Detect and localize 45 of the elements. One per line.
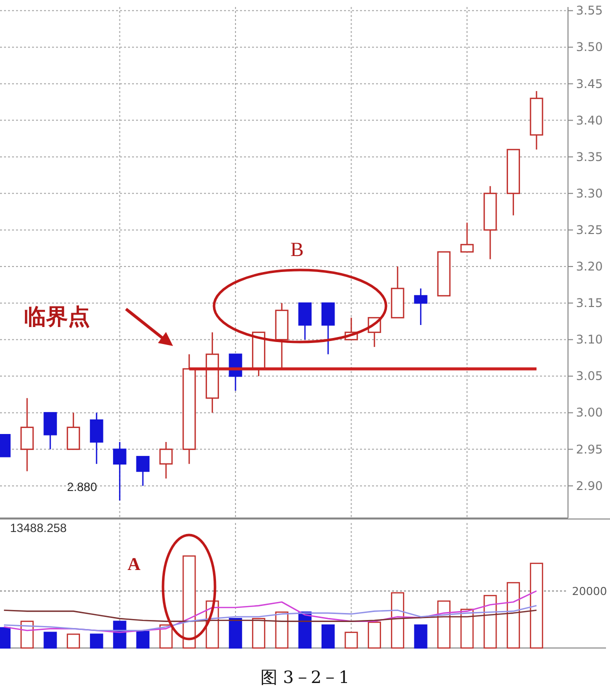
candlestick bbox=[20, 397, 34, 472]
candlestick bbox=[206, 332, 219, 414]
y-tick-label: 3.20 bbox=[576, 260, 603, 274]
caption: 图 3－2－1 bbox=[260, 668, 350, 688]
y-tick-label: 3.00 bbox=[576, 406, 603, 420]
y-tick-label: 3.10 bbox=[576, 332, 603, 347]
y-tick-label: 3.45 bbox=[576, 76, 603, 91]
text: 13488.258 bbox=[10, 521, 68, 535]
bar bbox=[66, 634, 80, 649]
candlestick bbox=[182, 354, 196, 465]
bar bbox=[484, 594, 497, 649]
candlestick bbox=[113, 441, 126, 502]
y-tick-label: 3.25 bbox=[576, 222, 603, 237]
y-tick-label: 3.05 bbox=[576, 369, 603, 384]
y-tick-label: 3.30 bbox=[576, 186, 603, 200]
candlestick bbox=[275, 302, 288, 370]
bar bbox=[182, 555, 196, 649]
bar bbox=[390, 592, 404, 649]
y-tick-label: 3.55 bbox=[576, 4, 603, 18]
bar bbox=[275, 612, 288, 649]
bar bbox=[228, 618, 242, 649]
annotation: 临界点 bbox=[24, 304, 90, 330]
y-tick-label: 3.50 bbox=[576, 40, 603, 54]
candlestick bbox=[414, 288, 428, 326]
bar bbox=[136, 630, 150, 649]
y-tick-label: 3.40 bbox=[576, 113, 603, 128]
annotation: B bbox=[290, 239, 304, 261]
annotation: 2.880 bbox=[66, 480, 98, 494]
y-tick-label: 2.95 bbox=[576, 442, 603, 456]
y-tick-label: 2.90 bbox=[576, 478, 603, 493]
text: 20000 bbox=[572, 584, 607, 598]
bar bbox=[368, 622, 382, 649]
bar bbox=[90, 634, 104, 649]
bar bbox=[344, 632, 358, 649]
annotation: A bbox=[128, 554, 140, 574]
bar bbox=[506, 582, 520, 649]
y-tick-label: 3.35 bbox=[576, 150, 603, 164]
bar bbox=[252, 618, 266, 649]
bar bbox=[44, 632, 57, 649]
bar bbox=[414, 624, 428, 649]
candlestick bbox=[484, 185, 497, 260]
bar bbox=[322, 624, 335, 649]
bar bbox=[530, 562, 544, 649]
y-tick-label: 3.15 bbox=[576, 296, 603, 310]
bar bbox=[437, 600, 450, 649]
